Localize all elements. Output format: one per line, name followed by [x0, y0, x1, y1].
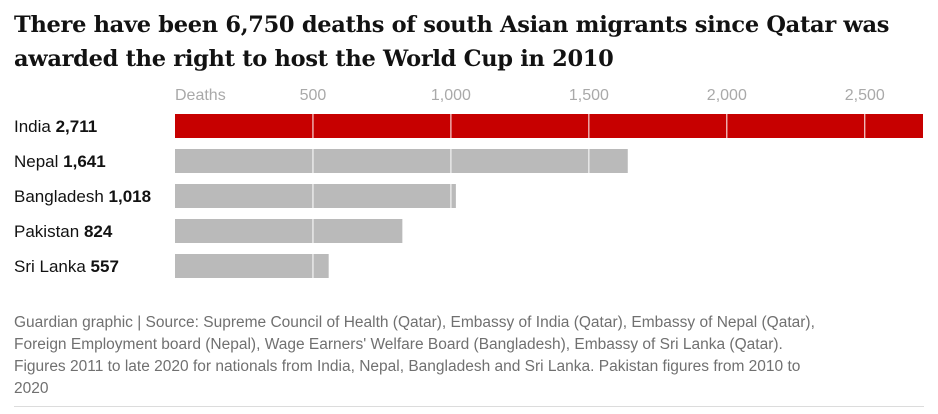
chart-title-line-1: There have been 6,750 deaths of south As… [14, 12, 890, 38]
category-name: India [14, 117, 56, 136]
x-tick-label: 2,000 [707, 87, 747, 104]
footnote-line-2: Foreign Employment board (Nepal), Wage E… [14, 336, 783, 353]
category-label: Pakistan 824 [14, 222, 113, 241]
chart-title: There have been 6,750 deaths of south As… [14, 8, 919, 76]
bar-series [175, 114, 923, 278]
bar-nepal [175, 149, 628, 173]
x-axis-label: Deaths [175, 87, 226, 104]
bar-bangladesh [175, 184, 456, 208]
category-label: Nepal 1,641 [14, 152, 106, 171]
bar-india [175, 114, 923, 138]
bar-chart: Deaths 500 1,000 1,500 2,000 2,500 India 2,71… [14, 87, 923, 278]
footnote-line-4: 2020 [14, 380, 49, 397]
category-label: India 2,711 [14, 117, 97, 136]
x-tick-label: 1,500 [569, 87, 609, 104]
x-tick-label: 2,500 [845, 87, 885, 104]
value-label: 1,641 [63, 152, 106, 171]
footer-divider [14, 406, 924, 407]
value-label: 2,711 [56, 117, 98, 136]
category-label: Bangladesh 1,018 [14, 187, 151, 206]
gridlines [312, 108, 866, 278]
category-label: Sri Lanka 557 [14, 257, 119, 276]
value-label: 557 [91, 257, 119, 276]
category-name: Bangladesh [14, 187, 109, 206]
footnote-line-3: Figures 2011 to late 2020 for nationals … [14, 358, 801, 375]
x-tick-label: 1,000 [431, 87, 471, 104]
bar-sri-lanka [175, 254, 329, 278]
value-label: 1,018 [109, 187, 152, 206]
chart-title-line-2: awarded the right to host the World Cup … [14, 46, 614, 72]
footnote-line-1: Guardian graphic | Source: Supreme Counc… [14, 314, 815, 331]
category-name: Sri Lanka [14, 257, 91, 276]
value-label: 824 [84, 222, 113, 241]
category-name: Pakistan [14, 222, 84, 241]
x-tick-label: 500 [300, 87, 327, 104]
bar-pakistan [175, 219, 403, 243]
category-name: Nepal [14, 152, 63, 171]
x-axis: Deaths 500 1,000 1,500 2,000 2,500 [175, 87, 885, 104]
category-labels: India 2,711 Nepal 1,641 Bangladesh 1,018 Pa… [14, 117, 151, 276]
source-footnote: Guardian graphic | Source: Supreme Counc… [14, 312, 924, 400]
